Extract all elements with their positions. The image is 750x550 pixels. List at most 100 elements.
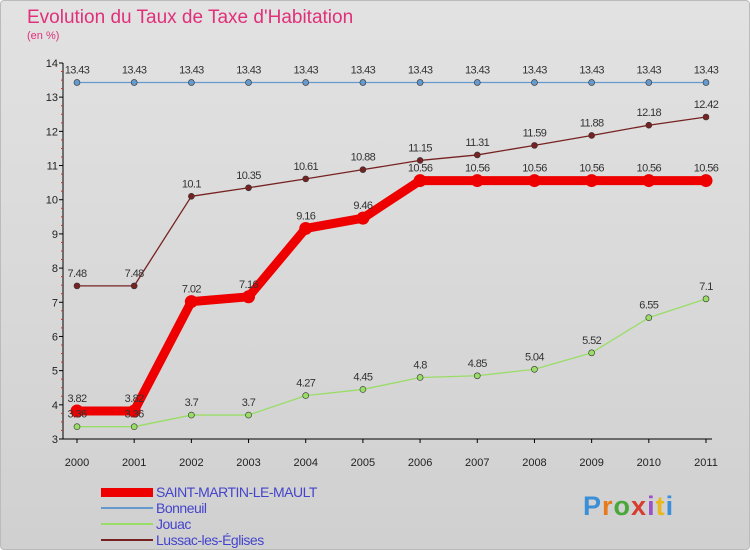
x-tick-label: 2004 <box>293 457 317 469</box>
data-label: 13.43 <box>236 64 261 76</box>
x-tick-label: 2002 <box>179 457 203 469</box>
x-tick-label: 2001 <box>122 457 146 469</box>
data-label: 9.16 <box>296 210 315 222</box>
data-point <box>645 121 653 129</box>
data-label: 10.35 <box>236 170 261 182</box>
chart-axes: 3 4 5 6 7 8 9 10 11 12 13 14 2000 2001 2002 2003 2004 200… <box>46 58 718 469</box>
data-point <box>127 404 141 418</box>
data-label: 10.56 <box>465 163 490 175</box>
data-label: 7.48 <box>67 268 86 280</box>
data-point <box>645 314 653 321</box>
x-tick-label: 2010 <box>637 457 661 469</box>
data-point <box>359 79 367 86</box>
legend-item: Bonneuil <box>101 500 401 516</box>
legend-label: Bonneuil <box>156 500 207 516</box>
x-tick-label: 2005 <box>351 457 375 469</box>
data-label: 7.16 <box>239 279 258 291</box>
logo-letter: o <box>613 491 632 521</box>
data-point <box>130 79 138 86</box>
y-tick-label: 11 <box>47 161 58 173</box>
data-point <box>699 174 713 188</box>
data-label: 13.43 <box>522 64 547 76</box>
data-label: 11.15 <box>408 142 432 154</box>
x-tick-label: 2011 <box>694 457 718 469</box>
y-tick-label: 5 <box>52 366 58 378</box>
series-line <box>77 176 706 416</box>
x-tick-label: 2008 <box>522 457 546 469</box>
data-label: 10.56 <box>579 163 604 175</box>
data-label: 3.82 <box>67 393 86 405</box>
data-point <box>642 174 656 188</box>
data-label: 10.56 <box>694 163 719 175</box>
x-tick-label: 2000 <box>65 457 89 469</box>
data-label: 3.36 <box>125 409 144 421</box>
data-label: 4.85 <box>468 358 487 370</box>
data-point <box>188 193 195 200</box>
data-point <box>473 151 481 159</box>
data-point <box>73 79 81 86</box>
legend-item: Lussac-les-Églises <box>101 532 401 548</box>
data-label: 13.43 <box>694 64 719 76</box>
data-point <box>588 349 595 357</box>
y-tick-label: 6 <box>52 331 58 343</box>
data-label: 12.42 <box>694 99 719 111</box>
chart-lines <box>70 79 713 430</box>
chart-unit: (en %) <box>27 30 60 42</box>
data-point <box>531 142 538 149</box>
data-label: 13.43 <box>293 64 318 76</box>
data-label: 13.43 <box>637 64 662 76</box>
chart-title: Evolution du Taux de Taxe d'Habitation <box>27 7 354 28</box>
data-label: 3.7 <box>185 397 199 409</box>
y-tick-label: 4 <box>52 400 58 412</box>
data-label: 10.88 <box>351 152 376 164</box>
y-tick-label: 8 <box>52 263 58 275</box>
legend-swatch <box>101 523 153 525</box>
x-tick-label: 2003 <box>236 457 260 469</box>
data-label: 3.36 <box>67 409 86 421</box>
logo-letter: r <box>602 491 614 521</box>
series-line <box>77 116 707 287</box>
data-point <box>359 386 367 393</box>
data-label: 3.82 <box>125 393 144 405</box>
legend-item: Jouac <box>101 516 401 532</box>
data-point <box>531 365 538 373</box>
data-point <box>302 392 310 399</box>
data-label: 13.43 <box>465 64 490 76</box>
data-label: 9.46 <box>353 200 372 212</box>
data-point <box>73 423 81 430</box>
data-point <box>588 79 595 86</box>
y-tick-label: 3 <box>52 434 58 446</box>
chart-legend: SAINT-MARTIN-LE-MAULT Bonneuil Jouac Lussac… <box>101 484 401 548</box>
data-label: 10.1 <box>182 178 201 190</box>
logo-letter: t <box>655 491 666 521</box>
data-point <box>702 113 710 121</box>
data-point <box>188 411 195 419</box>
data-label: 3.7 <box>242 397 256 409</box>
data-point <box>702 79 710 86</box>
data-point <box>70 404 84 418</box>
data-point <box>242 290 256 304</box>
data-point <box>245 411 252 419</box>
data-point <box>356 211 370 225</box>
data-label: 11.31 <box>465 137 489 149</box>
data-point <box>531 79 538 86</box>
y-tick-label: 9 <box>52 229 58 241</box>
data-label: 12.18 <box>637 107 662 119</box>
logo-letter: P <box>583 491 603 521</box>
data-point <box>302 175 310 183</box>
data-point <box>184 295 198 309</box>
data-point <box>585 174 599 188</box>
data-point <box>473 372 481 380</box>
data-label: 13.43 <box>579 64 604 76</box>
data-point <box>130 282 138 290</box>
data-label: 4.8 <box>413 359 427 371</box>
data-point <box>470 174 484 188</box>
y-tick-label: 13 <box>46 92 58 104</box>
logo-letter: x <box>631 491 648 521</box>
data-point <box>527 174 541 188</box>
chart-data-labels: 3.82 3.82 7.02 7.16 9.16 9.46 10.56 10.56 10.56 1… <box>65 64 720 421</box>
data-label: 11.59 <box>523 127 547 139</box>
data-point <box>188 79 195 86</box>
data-point <box>702 295 710 303</box>
